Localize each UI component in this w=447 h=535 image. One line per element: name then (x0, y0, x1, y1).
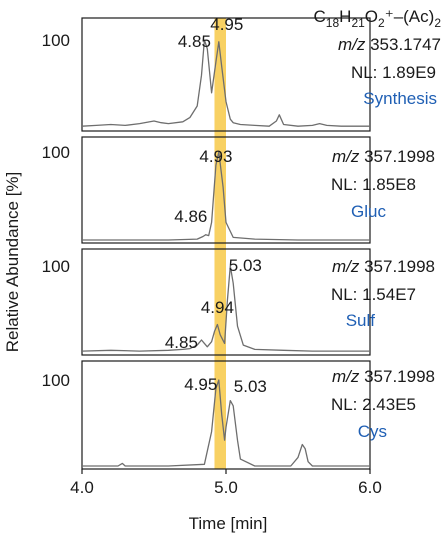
mz-prefix: m/z (332, 257, 360, 276)
sample-label: Synthesis (363, 89, 437, 108)
mz-value: 357.1998 (364, 257, 435, 276)
mz-value: 357.1998 (364, 147, 435, 166)
nl-label: NL: 1.54E7 (331, 285, 416, 304)
nl-label: NL: 2.43E5 (331, 395, 416, 414)
trace-line (82, 379, 370, 467)
formula-label: C18H21O2⁺–(Ac)2 (314, 7, 442, 30)
peak-label: 4.86 (174, 207, 207, 226)
panel-sulf: 100 4.94 4.85 5.03 m/z 357.1998 NL: 1.54… (42, 248, 435, 356)
formula-sub: 2 (378, 16, 385, 30)
y-tick-label: 100 (42, 257, 70, 276)
y-tick-label: 100 (42, 143, 70, 162)
trace-line (81, 39, 370, 127)
formula-sub: 21 (351, 16, 365, 30)
peak-label: 5.03 (229, 256, 262, 275)
mz-prefix: m/z (332, 367, 360, 386)
peak-label: 5.03 (234, 377, 267, 396)
panel-synthesis: 100 4.85 4.95 C18H21O2⁺–(Ac)2 m/z 353.17… (42, 7, 442, 132)
peak-label: 4.93 (199, 147, 232, 166)
y-axis-title: Relative Abundance [%] (3, 172, 22, 353)
panel-cys: 100 4.95 5.03 m/z 357.1998 NL: 2.43E5 Cy… (42, 360, 435, 470)
x-tick-label: 4.0 (70, 478, 94, 497)
sample-label: Sulf (346, 311, 376, 330)
x-tick-label: 5.0 (214, 478, 238, 497)
formula-o: O (365, 7, 378, 26)
formula-tail: ⁺–(Ac) (385, 7, 435, 26)
formula-c: C (314, 7, 326, 26)
mz-value: 353.1747 (370, 35, 441, 54)
mz-label: m/z 357.1998 (332, 257, 435, 276)
mz-label: m/z 357.1998 (332, 147, 435, 166)
x-axis-title: Time [min] (189, 514, 268, 533)
sample-label: Cys (358, 422, 387, 441)
y-tick-label: 100 (42, 371, 70, 390)
peak-label: 4.95 (184, 375, 217, 394)
formula-h: H (339, 7, 351, 26)
x-tick-label: 6.0 (358, 478, 382, 497)
panel-frame (81, 136, 371, 244)
mz-value: 357.1998 (364, 367, 435, 386)
y-tick-label: 100 (42, 31, 70, 50)
nl-label: NL: 1.89E9 (351, 63, 436, 82)
mz-prefix: m/z (332, 147, 360, 166)
sample-label: Gluc (351, 202, 386, 221)
panel-frame (81, 17, 371, 132)
peak-label: 4.85 (165, 333, 198, 352)
mz-label: m/z 353.1747 (338, 35, 441, 54)
peak-label: 4.94 (201, 298, 234, 317)
trace-line (82, 151, 370, 241)
x-axis: 4.0 5.0 6.0 (70, 469, 382, 497)
trace-line (81, 265, 370, 352)
mz-prefix: m/z (338, 35, 366, 54)
mz-label: m/z 357.1998 (332, 367, 435, 386)
peak-label: 4.85 (178, 32, 211, 51)
peak-label: 4.95 (210, 15, 243, 34)
panel-frame (81, 248, 371, 356)
nl-label: NL: 1.85E8 (331, 175, 416, 194)
formula-sub: 2 (434, 16, 441, 30)
panel-gluc: 100 4.93 4.86 m/z 357.1998 NL: 1.85E8 Gl… (42, 136, 435, 244)
formula-sub: 18 (326, 16, 340, 30)
